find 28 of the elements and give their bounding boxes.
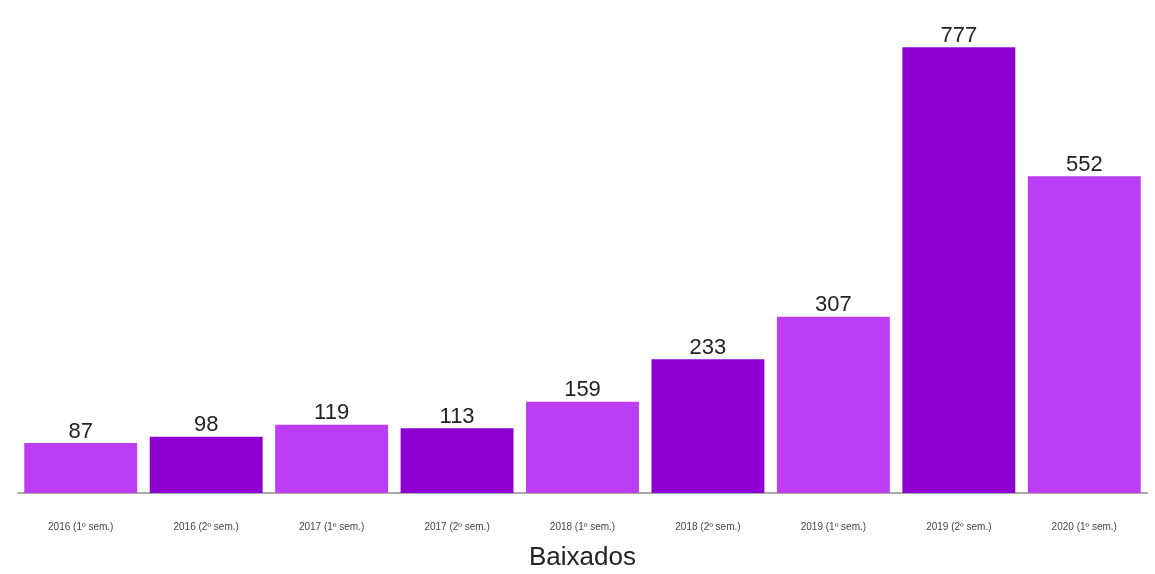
- bar: [275, 424, 389, 493]
- bar: [776, 316, 890, 493]
- x-tick-label: 2018 (2º sem.): [675, 520, 741, 532]
- x-tick-label: 2017 (1º sem.): [298, 520, 365, 532]
- x-tick-label: 2016 (2º sem.): [173, 520, 239, 532]
- data-label: 307: [815, 291, 852, 317]
- data-label: 87: [68, 417, 93, 443]
- x-tick-label: 2019 (1º sem.): [800, 520, 867, 532]
- data-label: 159: [564, 376, 601, 402]
- bar: [526, 401, 639, 493]
- data-label: 777: [940, 21, 978, 47]
- x-tick-label: 2020 (1º sem.): [1051, 520, 1117, 532]
- data-label: 119: [314, 399, 350, 425]
- bar: [902, 47, 1016, 493]
- x-tick-label: 2017 (2º sem.): [424, 520, 490, 532]
- data-label: 552: [1065, 150, 1103, 176]
- x-tick-label: 2018 (1º sem.): [549, 520, 616, 532]
- bar: [651, 359, 765, 493]
- x-axis-title: Baixados: [529, 541, 636, 571]
- bar: [24, 443, 138, 493]
- bar: [1027, 176, 1141, 493]
- x-tick-label: 2016 (1º sem.): [48, 520, 114, 532]
- bar: [149, 436, 263, 493]
- x-tick-label: 2019 (2º sem.): [926, 520, 992, 532]
- data-label: 98: [193, 411, 219, 437]
- bar: [400, 428, 514, 493]
- data-label: 233: [689, 333, 727, 359]
- data-label: 113: [439, 402, 475, 428]
